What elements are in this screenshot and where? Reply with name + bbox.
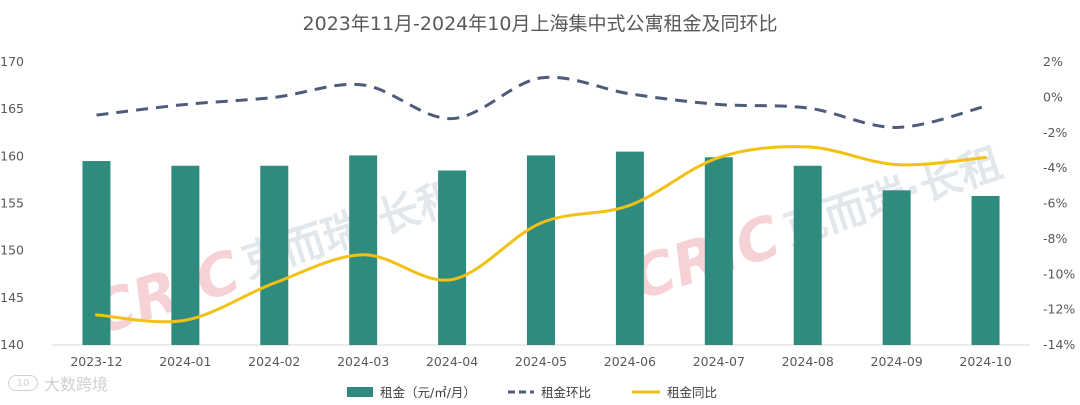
x-tick-label: 2024-08 [782, 354, 834, 369]
y-right-tick-label: -2% [1043, 125, 1067, 140]
x-tick-label: 2023-12 [70, 354, 122, 369]
x-tick-label: 2024-09 [871, 354, 923, 369]
y-left-tick-label: 165 [0, 101, 24, 116]
legend-label-bar: 租金（元/㎡/月） [380, 385, 476, 400]
y-axis-right: -14% -12% -10% -8% -6% -4% -2% 0% 2% [1043, 54, 1075, 352]
y-right-tick-label: -4% [1043, 160, 1067, 175]
bar [704, 157, 733, 345]
bar [438, 170, 467, 345]
bar [527, 155, 555, 345]
y-left-tick-label: 145 [0, 290, 24, 305]
y-left-tick-label: 160 [0, 148, 24, 163]
x-axis: 2023-12 2024-01 2024-02 2024-03 2024-04 2024-… [70, 354, 1011, 369]
legend-label-yoy: 租金同比 [667, 385, 717, 400]
footer-label: 大数跨境 [44, 375, 109, 394]
bar [971, 195, 1000, 345]
x-tick-label: 2024-05 [515, 354, 567, 369]
x-tick-label: 2024-10 [959, 354, 1011, 369]
line-series [94, 75, 988, 324]
legend: 租金（元/㎡/月） 租金环比 租金同比 [347, 385, 717, 400]
bar [793, 165, 822, 345]
y-left-tick-label: 140 [0, 337, 24, 352]
line-mom [96, 75, 986, 129]
bar-series [82, 151, 1000, 345]
y-left-tick-label: 155 [0, 196, 24, 211]
x-tick-label: 2024-01 [159, 354, 211, 369]
line-yoy [94, 145, 988, 324]
bar [260, 165, 289, 345]
y-right-tick-label: -6% [1043, 196, 1067, 211]
bar [882, 190, 911, 345]
y-right-tick-label: -12% [1043, 302, 1075, 317]
footer-logo-icon: 10 [8, 375, 38, 391]
y-right-tick-label: 0% [1043, 89, 1063, 104]
x-tick-label: 2024-02 [248, 354, 300, 369]
y-right-tick-label: -8% [1043, 231, 1067, 246]
y-right-tick-label: -14% [1043, 337, 1075, 352]
x-tick-label: 2024-04 [426, 354, 478, 369]
footer-brand: 10 大数跨境 [8, 371, 108, 395]
y-left-tick-label: 170 [0, 54, 24, 69]
x-tick-label: 2024-03 [337, 354, 389, 369]
y-axis-left: 140 145 150 155 160 165 170 [0, 54, 24, 352]
y-right-tick-label: -10% [1043, 266, 1075, 281]
bar [171, 165, 200, 345]
bar [349, 155, 378, 345]
legend-swatch-bar [347, 387, 373, 397]
chart-title: 2023年11月-2024年10月上海集中式公寓租金及同环比 [303, 13, 778, 35]
bar [615, 151, 644, 345]
y-right-tick-label: 2% [1043, 54, 1063, 69]
y-left-tick-label: 150 [0, 243, 24, 258]
x-tick-label: 2024-06 [604, 354, 656, 369]
legend-label-mom: 租金环比 [541, 385, 591, 400]
x-tick-label: 2024-07 [693, 354, 745, 369]
